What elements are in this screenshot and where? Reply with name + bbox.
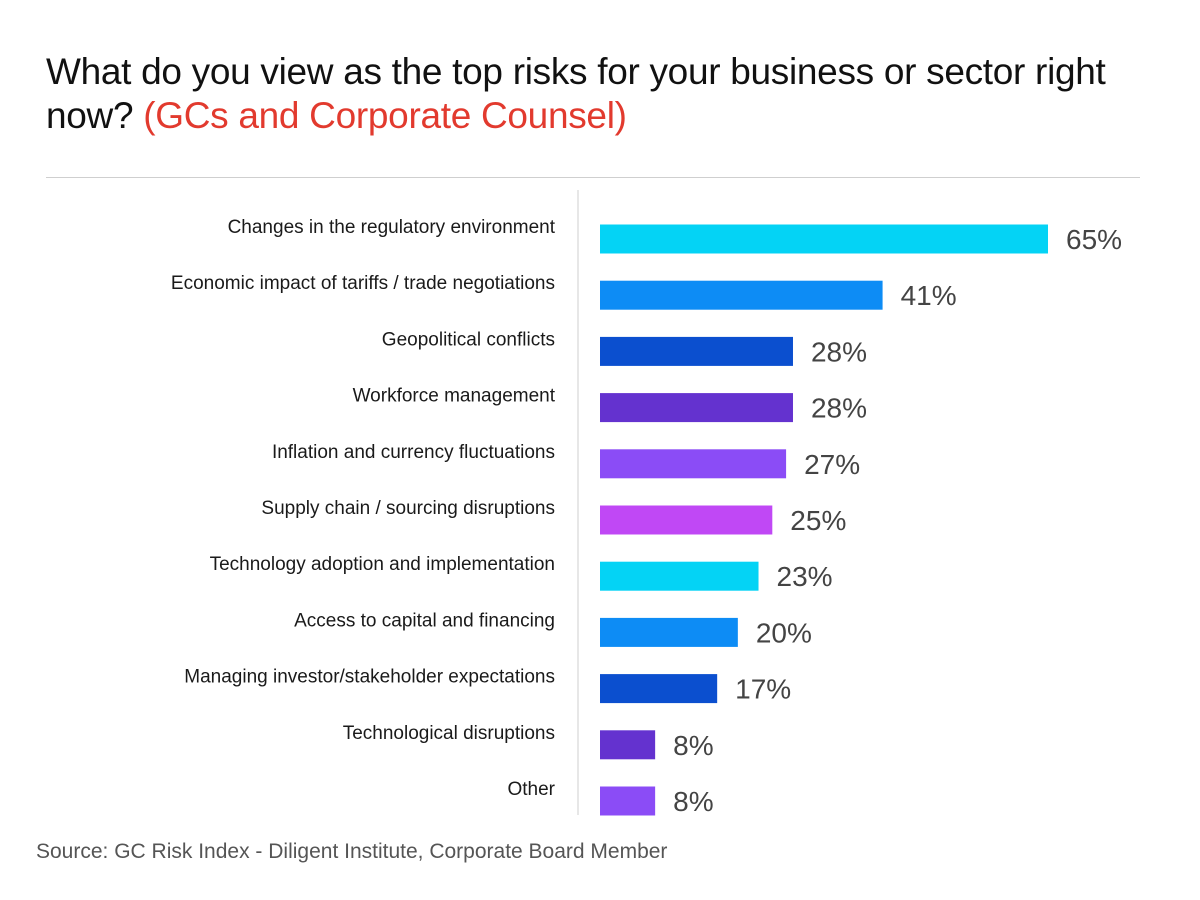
category-label: Geopolitical conflicts: [382, 329, 555, 350]
bar: [600, 786, 656, 816]
bar: [600, 505, 773, 535]
category-label: Economic impact of tariffs / trade negot…: [171, 273, 555, 294]
bar: [600, 674, 718, 704]
chart-title: What do you view as the top risks for yo…: [46, 50, 1156, 138]
title-divider: [46, 177, 1140, 178]
value-label: 41%: [901, 280, 957, 311]
category-label: Changes in the regulatory environment: [228, 217, 556, 238]
bar: [600, 224, 1048, 254]
value-label: 20%: [756, 617, 812, 648]
category-label: Technological disruptions: [343, 723, 555, 744]
value-label: 28%: [811, 336, 867, 367]
bar: [600, 393, 793, 423]
category-label: Technology adoption and implementation: [210, 554, 555, 575]
bar: [600, 280, 883, 310]
bar: [600, 336, 793, 366]
value-label: 65%: [1066, 224, 1122, 255]
value-label: 17%: [735, 674, 791, 705]
value-label: 28%: [811, 393, 867, 424]
category-label: Managing investor/stakeholder expectatio…: [184, 667, 555, 688]
value-label: 8%: [673, 730, 713, 761]
category-label: Supply chain / sourcing disruptions: [261, 498, 555, 519]
category-label: Other: [507, 779, 555, 800]
value-label: 27%: [804, 449, 860, 480]
bar: [600, 730, 656, 760]
value-label: 8%: [673, 786, 713, 817]
category-label: Access to capital and financing: [294, 610, 555, 631]
category-label: Inflation and currency fluctuations: [272, 442, 555, 463]
source-note: Source: GC Risk Index - Diligent Institu…: [36, 840, 668, 863]
bar: [600, 617, 738, 647]
chart-title-highlight: (GCs and Corporate Counsel): [143, 95, 627, 136]
bar: [600, 561, 759, 591]
category-label: Workforce management: [353, 386, 556, 407]
chart-title-main: What do you view as the top risks for yo…: [46, 51, 1106, 136]
bar: [600, 449, 787, 479]
value-label: 25%: [790, 505, 846, 536]
bar-chart: Changes in the regulatory environment 65%…: [171, 190, 1122, 817]
value-label: 23%: [777, 561, 833, 592]
